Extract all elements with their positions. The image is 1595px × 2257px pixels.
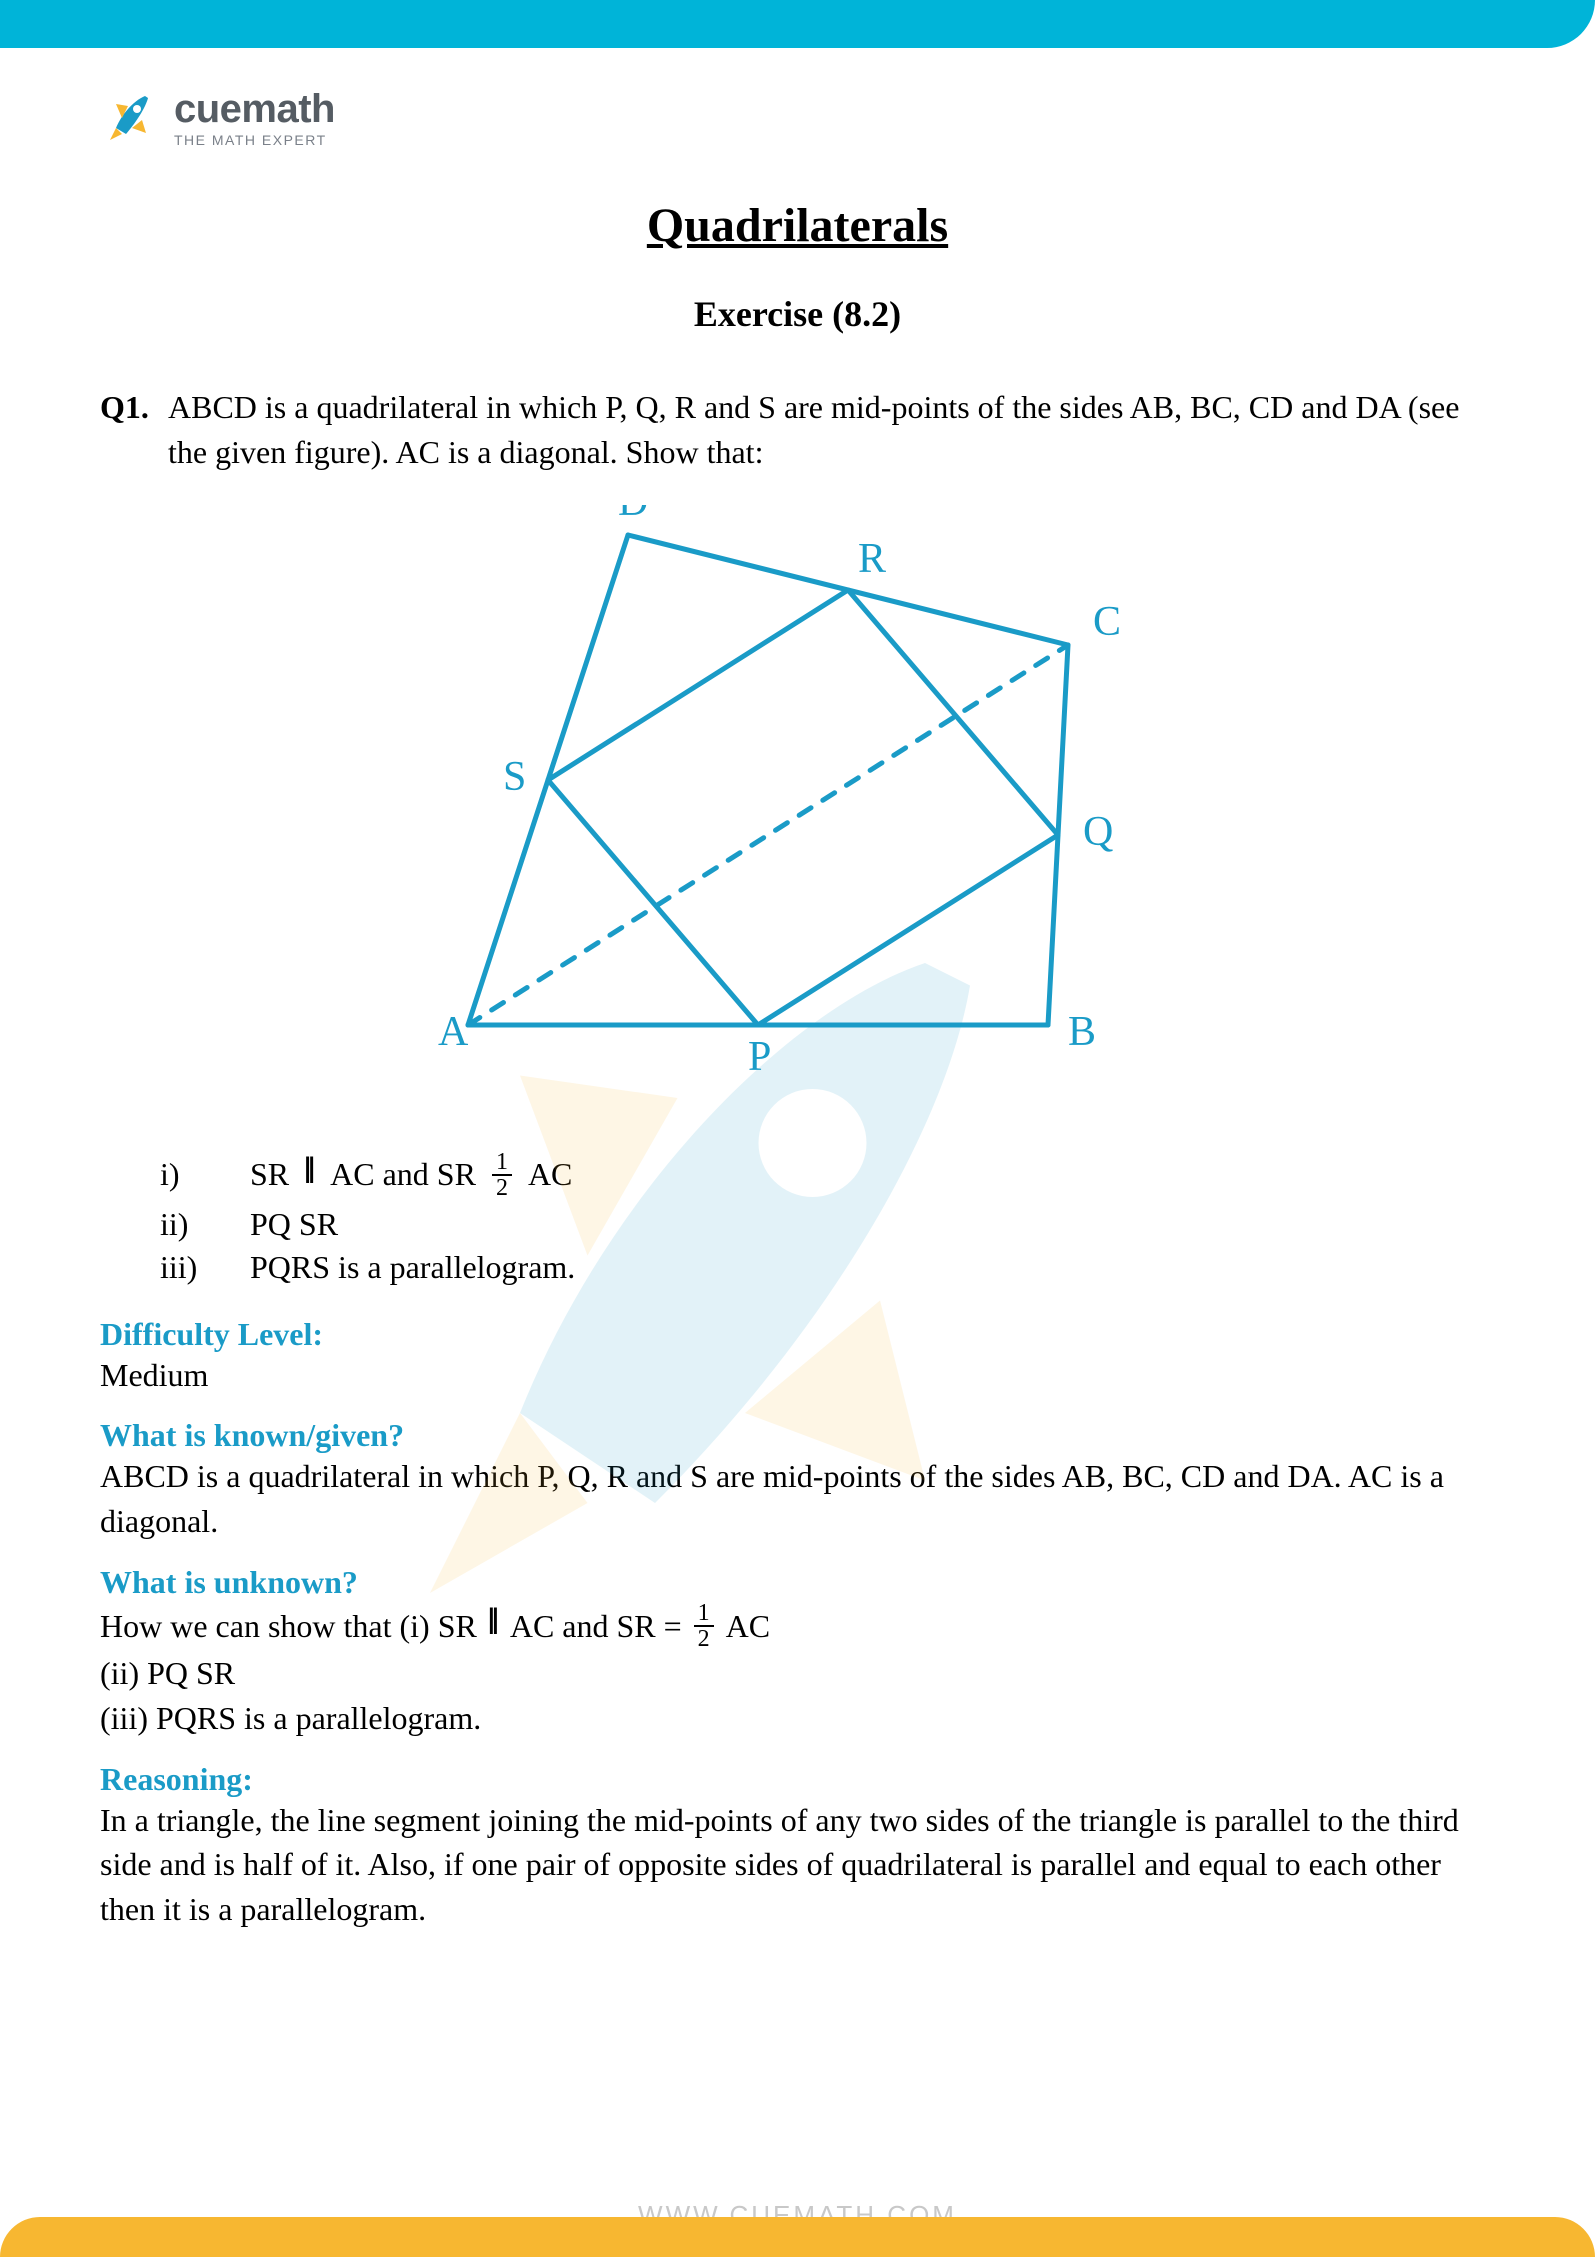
svg-text:R: R xyxy=(858,536,886,582)
parallel-symbol: ∥ xyxy=(487,1602,500,1638)
brand-tagline: THE MATH EXPERT xyxy=(174,133,335,147)
fraction-numerator: 1 xyxy=(694,1601,714,1627)
unknown-segment: How we can show that (i) SR xyxy=(100,1604,477,1649)
reasoning-text: In a triangle, the line segment joining … xyxy=(100,1798,1495,1932)
question-block: Q1. ABCD is a quadrilateral in which P, … xyxy=(100,385,1495,475)
svg-text:P: P xyxy=(748,1034,771,1080)
parallel-symbol: ∥ xyxy=(303,1154,316,1184)
unknown-segment: AC xyxy=(726,1604,770,1649)
svg-text:D: D xyxy=(618,505,648,525)
unknown-text: How we can show that (i) SR ∥ AC and SR … xyxy=(100,1601,1495,1741)
brand-name: cuemath xyxy=(174,89,335,129)
part-number: iii) xyxy=(160,1249,220,1286)
difficulty-value: Medium xyxy=(100,1353,1495,1398)
chapter-title: Quadrilaterals xyxy=(100,198,1495,253)
part-number: i) xyxy=(160,1156,220,1193)
question-parts-list: i) SR ∥ AC and SR 1 2 AC ii) PQ SR iii) xyxy=(160,1150,1495,1286)
part-number: ii) xyxy=(160,1206,220,1243)
question-text: ABCD is a quadrilateral in which P, Q, R… xyxy=(168,385,1495,475)
difficulty-heading: Difficulty Level: xyxy=(100,1316,1495,1353)
fraction-numerator: 1 xyxy=(492,1150,512,1176)
geometry-figure: A B C D P Q R S xyxy=(100,505,1495,1110)
svg-text:S: S xyxy=(503,754,526,800)
fraction: 1 2 xyxy=(492,1150,512,1200)
svg-text:A: A xyxy=(438,1009,469,1055)
part-text: PQRS is a parallelogram. xyxy=(250,1249,575,1286)
known-heading: What is known/given? xyxy=(100,1417,1495,1454)
brand-logo: cuemath THE MATH EXPERT xyxy=(100,88,1495,148)
unknown-segment: (ii) PQ SR xyxy=(100,1651,1495,1696)
unknown-heading: What is unknown? xyxy=(100,1564,1495,1601)
content-area: cuemath THE MATH EXPERT Quadrilaterals E… xyxy=(30,48,1565,2257)
bottom-accent-bar xyxy=(0,2217,1595,2257)
part-iii: iii) PQRS is a parallelogram. xyxy=(160,1249,1495,1286)
part-text: PQ SR xyxy=(250,1206,338,1243)
fraction-denominator: 2 xyxy=(694,1627,714,1651)
unknown-segment: AC and SR = xyxy=(510,1604,682,1649)
fraction-denominator: 2 xyxy=(492,1176,512,1200)
top-accent-bar xyxy=(0,0,1595,48)
unknown-segment: (iii) PQRS is a parallelogram. xyxy=(100,1696,1495,1741)
known-text: ABCD is a quadrilateral in which P, Q, R… xyxy=(100,1454,1495,1544)
svg-text:B: B xyxy=(1068,1009,1096,1055)
exercise-title: Exercise (8.2) xyxy=(100,293,1495,335)
rocket-icon xyxy=(100,88,160,148)
part-text: SR xyxy=(250,1156,289,1193)
question-label: Q1. xyxy=(100,385,168,475)
part-i: i) SR ∥ AC and SR 1 2 AC xyxy=(160,1150,1495,1200)
part-text: AC and SR xyxy=(330,1156,476,1193)
svg-text:Q: Q xyxy=(1083,809,1113,855)
part-text: AC xyxy=(528,1156,572,1193)
reasoning-heading: Reasoning: xyxy=(100,1761,1495,1798)
page: cuemath THE MATH EXPERT Quadrilaterals E… xyxy=(0,0,1595,2257)
fraction: 1 2 xyxy=(694,1601,714,1651)
svg-text:C: C xyxy=(1093,599,1121,645)
part-ii: ii) PQ SR xyxy=(160,1206,1495,1243)
